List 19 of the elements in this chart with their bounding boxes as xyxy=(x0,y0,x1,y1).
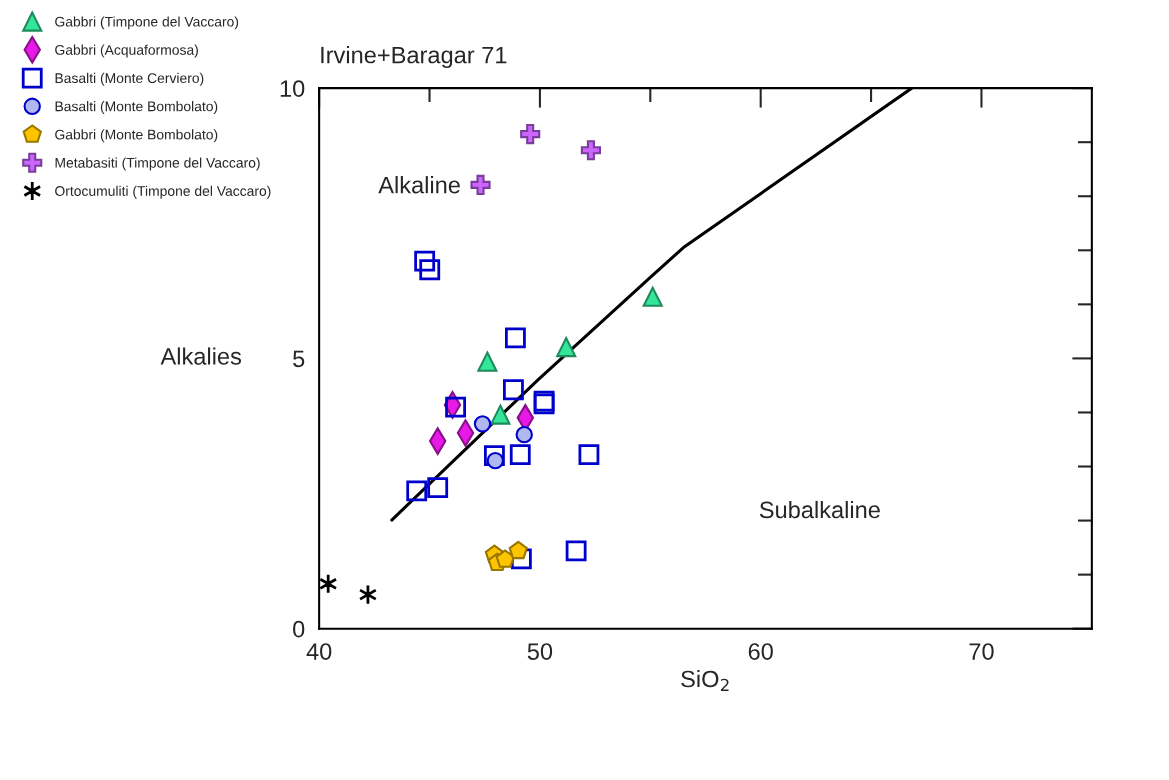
legend-label: Metabasiti (Timpone del Vaccaro) xyxy=(55,157,260,171)
x-tick-label: 40 xyxy=(306,643,332,660)
annotation: Subalkaline xyxy=(759,500,880,519)
x-axis-title: SiO$_{2}$ xyxy=(681,670,729,691)
legend-label: Basalti (Monte Bombolato) xyxy=(55,101,218,115)
legend-label: Gabbri (Monte Bombolato) xyxy=(55,129,218,143)
x-tick-label: 50 xyxy=(527,643,553,660)
y-tick-label: 0 xyxy=(293,620,305,638)
y-axis-title: Alkalies xyxy=(160,347,242,365)
chart-title: Irvine+Baragar 71 xyxy=(321,46,507,69)
legend-label: Gabbri (Acquaformosa) xyxy=(55,44,198,58)
y-tick-label: 5 xyxy=(293,350,305,368)
annotation: Alkaline xyxy=(378,176,460,194)
legend-label: Ortocumuliti (Timpone del Vaccaro) xyxy=(55,185,271,199)
legend-label: Basalti (Monte Cerviero) xyxy=(55,72,204,86)
x-tick-label: 70 xyxy=(969,643,994,660)
legend-label: Gabbri (Timpone del Vaccaro) xyxy=(55,16,239,30)
y-tick-label: 10 xyxy=(280,80,305,97)
x-tick-label: 60 xyxy=(748,643,773,660)
